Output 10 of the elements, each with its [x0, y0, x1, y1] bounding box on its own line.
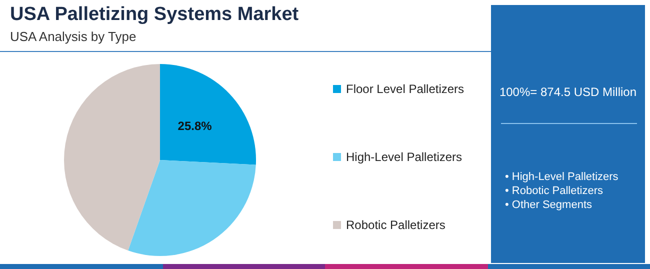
text: 100%= 874.5 USD Million — [498, 85, 638, 99]
text: • High-Level Palletizers — [505, 171, 618, 183]
chart-title: USA Palletizing Systems Market — [10, 4, 299, 26]
legend-label: High-Level Palletizers — [346, 150, 462, 164]
legend-label: Floor Level Palletizers — [346, 82, 464, 96]
text: • Other Segments — [505, 199, 592, 211]
legend-label: Robotic Palletizers — [346, 218, 446, 232]
data-label: 25.8% — [178, 119, 212, 134]
chart-subtitle: USA Analysis by Type — [10, 29, 136, 44]
text: • Robotic Palletizers — [505, 185, 604, 197]
